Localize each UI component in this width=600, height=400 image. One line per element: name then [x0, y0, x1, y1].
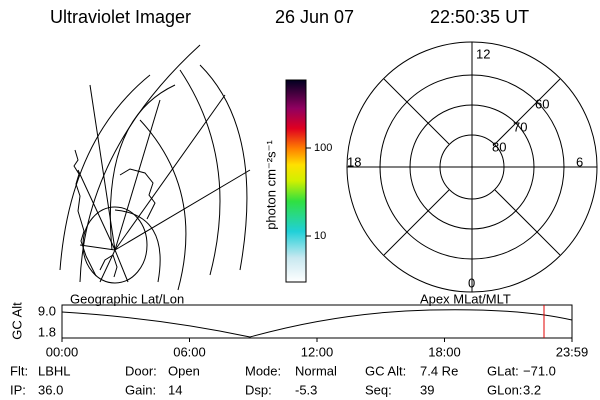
- status-value: 3.2: [523, 382, 541, 397]
- time: 22:50:35 UT: [430, 7, 529, 27]
- x-tick-label: 18:00: [428, 344, 461, 359]
- status-label: Seq:: [365, 382, 392, 397]
- color-bar-label: photon cm⁻²s⁻¹: [263, 140, 278, 230]
- map-grid: [59, 44, 251, 291]
- date: 26 Jun 07: [275, 7, 354, 27]
- x-tick-label: 00:00: [46, 344, 79, 359]
- status-value: Open: [168, 363, 200, 378]
- mlat-label: 80: [492, 139, 506, 154]
- instrument: Ultraviolet Imager: [50, 7, 191, 27]
- polar-label: Apex MLat/MLT: [420, 291, 511, 306]
- polar-grid: [346, 41, 598, 293]
- x-tick-label: 23:59: [556, 344, 589, 359]
- status-value: −71.0: [523, 363, 556, 378]
- x-tick-label: 06:00: [173, 344, 206, 359]
- color-tick: 100: [314, 142, 332, 154]
- status-label: GC Alt:: [365, 363, 406, 378]
- status-label: Dsp:: [245, 382, 272, 397]
- mlt-label: 0: [468, 275, 475, 290]
- map-label: Geographic Lat/Lon: [70, 291, 184, 306]
- x-tick-label: 12:00: [301, 344, 334, 359]
- y-tick-label: 1.8: [38, 324, 56, 339]
- y-tick-label: 9.0: [38, 303, 56, 318]
- status-label: GLon:: [487, 382, 522, 397]
- status-label: Flt:: [10, 363, 28, 378]
- mlat-label: 60: [535, 96, 549, 111]
- mlt-label: 6: [576, 154, 583, 169]
- mlt-label: 12: [476, 46, 490, 61]
- status-value: LBHL: [38, 363, 71, 378]
- status-label: IP:: [10, 382, 26, 397]
- mlat-label: 70: [513, 119, 527, 134]
- mlt-label: 18: [347, 154, 361, 169]
- color-bar: [285, 79, 307, 283]
- status-value: 36.0: [38, 382, 63, 397]
- status-value: 7.4 Re: [420, 363, 458, 378]
- status-value: -5.3: [295, 382, 317, 397]
- status-label: Door:: [125, 363, 157, 378]
- status-value: 14: [168, 382, 182, 397]
- plot-ylabel: GC Alt: [9, 302, 24, 340]
- status-value: 39: [420, 382, 434, 397]
- status-value: Normal: [295, 363, 337, 378]
- orbit-curve: [61, 309, 573, 338]
- status-label: Gain:: [125, 382, 156, 397]
- status-label: GLat:: [487, 363, 519, 378]
- status-label: Mode:: [245, 363, 281, 378]
- color-tick: 10: [314, 230, 326, 242]
